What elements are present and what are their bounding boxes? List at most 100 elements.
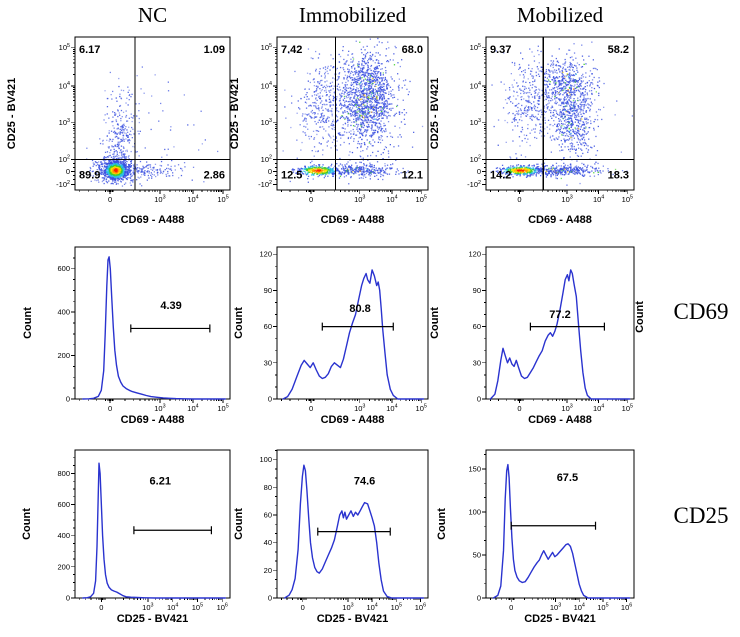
plot-frame: [485, 449, 635, 599]
x-axis-label: CD25 - BV421: [317, 613, 389, 625]
y-axis-label: Count: [436, 508, 448, 540]
y-tick-label: 90: [473, 286, 481, 295]
y-tick-label: 40: [264, 538, 272, 547]
y-tick-label: 120: [468, 250, 481, 259]
x-tick-label: 105: [192, 603, 203, 612]
y-tick-label: 60: [264, 322, 272, 331]
quadrant-percentage-upper-left: 9.37: [490, 44, 511, 56]
y-tick-label: 102: [59, 155, 70, 164]
x-axis-label: CD69 - A488: [528, 414, 592, 426]
x-tick-label: 103: [354, 404, 365, 413]
x-tick-label: 104: [593, 195, 604, 204]
x-tick-label: 103: [342, 603, 353, 612]
quadrant-percentage-upper-right: 1.09: [204, 44, 225, 56]
x-tick-label: 104: [386, 404, 397, 413]
x-tick-label: 0: [99, 603, 103, 612]
y-tick-label: 600: [57, 500, 70, 509]
range-gate: [130, 324, 211, 333]
y-tick-label: 400: [57, 308, 70, 317]
x-tick-label: 0: [309, 195, 313, 204]
y-tick-label: 200: [57, 351, 70, 360]
x-tick-label: 0: [309, 404, 313, 413]
x-axis-ticks: [490, 190, 628, 194]
scatter-plot-scatter-immobilized: 0 103 104 105 105 104 103 102 0 -102 7.42 68.0 12.5 1…: [229, 36, 429, 226]
x-tick-label: 105: [217, 195, 228, 204]
y-axis-ticks: [273, 450, 277, 599]
quadrant-percentage-lower-left: 14.2: [490, 169, 511, 181]
histogram-curve: [82, 256, 227, 400]
y-tick-label: 0: [66, 395, 70, 404]
y-tick-label: 60: [473, 322, 481, 331]
x-tick-label: 0: [301, 603, 305, 612]
x-axis-ticks: [281, 190, 422, 194]
x-tick-label: 104: [574, 603, 585, 612]
range-gate: [321, 322, 394, 331]
x-tick-label: 0: [517, 195, 521, 204]
y-tick-label: 200: [57, 562, 70, 571]
scatter-dots-layer: [282, 37, 424, 185]
y-axis-label: CD25 - BV421: [229, 78, 241, 150]
y-axis-ticks: [273, 253, 277, 400]
y-tick-label: 80: [264, 483, 272, 492]
histogram-plot-hist-cd69-nc: 0 103 104 105 0 200 400 600 4.39 CD69 - A488 Count: [22, 246, 231, 426]
x-tick-label: 104: [593, 404, 604, 413]
y-axis-ticks: [71, 47, 75, 186]
histogram-plot-hist-cd25-mobilized: 0 103 104 105 106 0 50 100 150 67.5 CD25 - BV421 Co…: [436, 449, 635, 625]
x-tick-label: 103: [561, 195, 572, 204]
x-tick-label: 105: [416, 195, 427, 204]
histogram-plot-hist-cd25-nc: 0 103 104 105 106 0 200 400 600 800 6.21 CD25 - BV4…: [21, 449, 231, 625]
y-tick-label: 104: [261, 81, 272, 90]
y-tick-label: 0: [477, 594, 481, 603]
range-gate: [317, 527, 391, 536]
y-tick-label: 0: [477, 167, 481, 176]
y-axis-ticks: [71, 257, 75, 400]
gate-percentage-label: 74.6: [354, 476, 375, 488]
y-tick-label: 105: [59, 43, 70, 52]
x-tick-label: 103: [154, 195, 165, 204]
histogram-curve: [492, 463, 631, 599]
x-tick-label: 103: [142, 603, 153, 612]
y-tick-label: 103: [59, 118, 70, 127]
y-tick-label: 800: [57, 469, 70, 478]
range-gate: [133, 526, 212, 535]
x-tick-label: 0: [509, 603, 513, 612]
x-tick-label: 0: [517, 404, 521, 413]
y-tick-label: -102: [56, 180, 70, 189]
gate-percentage-label: 80.8: [349, 303, 370, 315]
x-axis-label: CD69 - A488: [528, 214, 592, 226]
quadrant-percentage-lower-right: 12.1: [402, 169, 423, 181]
x-tick-label: 105: [622, 404, 633, 413]
y-axis-ticks: [71, 457, 75, 599]
y-tick-label: 105: [470, 43, 481, 52]
x-axis-label: CD69 - A488: [121, 214, 185, 226]
range-gate: [529, 322, 606, 331]
y-axis-label: Count: [429, 307, 441, 339]
x-tick-label: 0: [108, 404, 112, 413]
x-tick-label: 104: [386, 195, 397, 204]
x-tick-label: 105: [597, 603, 608, 612]
y-tick-label: 104: [59, 81, 70, 90]
y-tick-label: 600: [57, 264, 70, 273]
row-label-cd25: CD25: [673, 503, 729, 528]
x-tick-label: 104: [187, 404, 198, 413]
y-tick-label: 60: [264, 511, 272, 520]
y-axis-label: Count: [233, 508, 245, 540]
histogram-plot-hist-cd25-immobilized: 0 103 104 105 106 0 20 40 60 80 100 74.6 CD25 - BV42…: [233, 449, 429, 625]
y-axis-label: Count: [233, 307, 245, 339]
y-tick-label: 0: [66, 594, 70, 603]
x-tick-label: 105: [391, 603, 402, 612]
y-tick-label: 0: [66, 167, 70, 176]
histogram-curve: [489, 269, 631, 400]
y-tick-label: 400: [57, 531, 70, 540]
x-tick-label: 106: [621, 603, 632, 612]
y-tick-label: 30: [264, 358, 272, 367]
y-tick-label: 104: [470, 81, 481, 90]
x-axis-ticks: [79, 190, 224, 194]
y-tick-label: 90: [264, 286, 272, 295]
y-tick-label: 120: [259, 250, 272, 259]
x-axis-label: CD69 - A488: [121, 414, 185, 426]
scatter-dots-layer: [79, 66, 219, 187]
x-tick-label: 105: [622, 195, 633, 204]
column-title-immobilized: Immobilized: [298, 3, 407, 27]
quadrant-percentage-upper-left: 7.42: [281, 44, 302, 56]
